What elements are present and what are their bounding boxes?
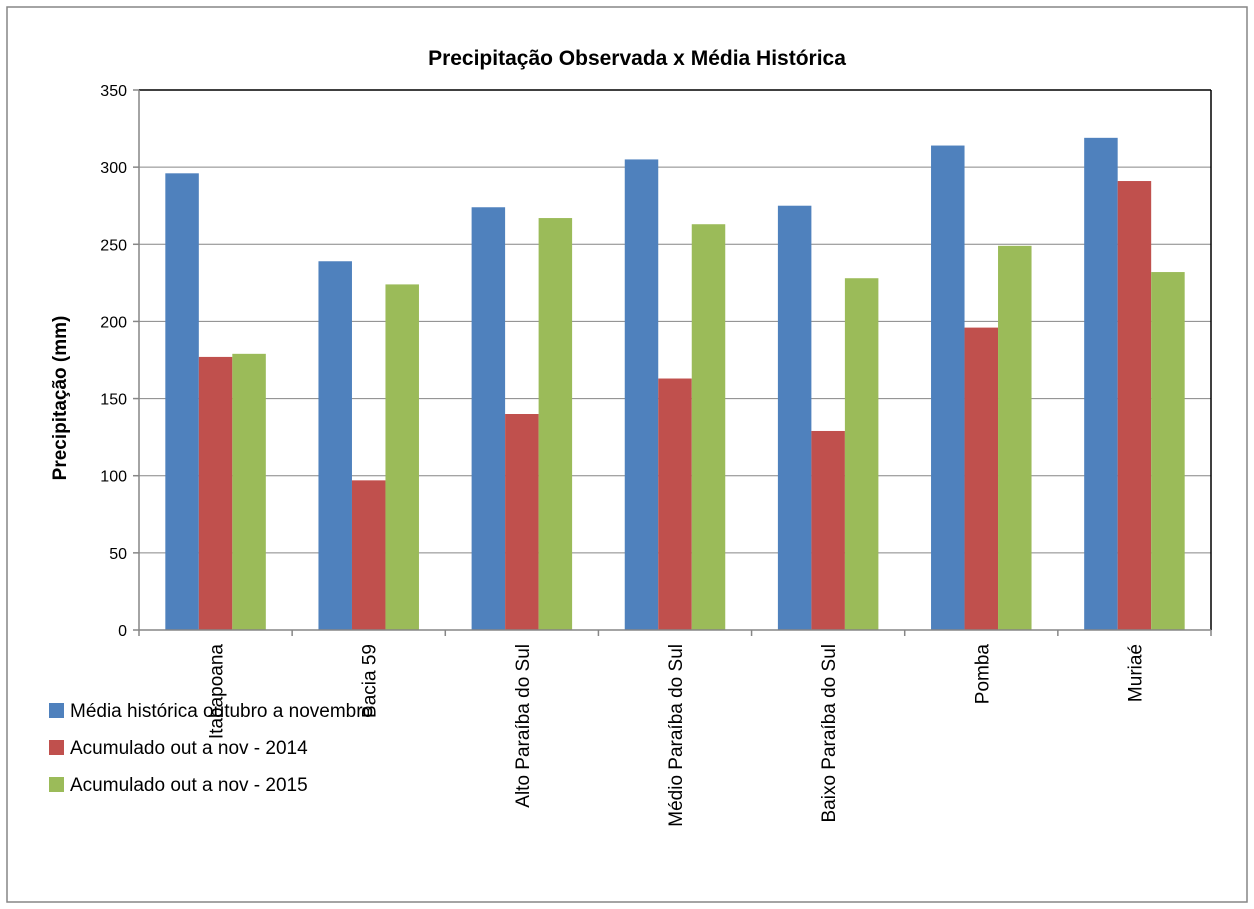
bar xyxy=(624,159,659,630)
bar xyxy=(538,218,573,631)
y-tick-label: 350 xyxy=(100,83,127,100)
y-tick-label: 300 xyxy=(100,160,127,177)
bar xyxy=(964,327,999,630)
bar xyxy=(691,224,726,630)
bar xyxy=(351,480,386,630)
legend-label: Média histórica outubro a novembro xyxy=(70,701,373,722)
legend-swatch xyxy=(49,777,64,792)
bar xyxy=(931,145,965,631)
legend-label: Acumulado out a nov - 2014 xyxy=(70,738,308,759)
y-tick-labels: 0 50 100 150 200 250 300 350 xyxy=(100,83,127,640)
x-tick-labels: Itabapoana Bacia 59 Alto Paraíba do Sul Méd… xyxy=(207,644,1147,827)
bar xyxy=(385,284,419,630)
legend-swatch xyxy=(49,703,64,718)
bar xyxy=(198,356,233,630)
y-tick-label: 250 xyxy=(100,237,127,254)
axes xyxy=(138,89,1212,636)
y-tick-label: 150 xyxy=(100,392,127,409)
y-tick-label: 50 xyxy=(109,546,127,563)
bar xyxy=(998,245,1032,631)
bar xyxy=(505,414,539,630)
y-tick-label: 0 xyxy=(118,623,127,640)
x-tick-label: Pomba xyxy=(972,644,993,705)
bar xyxy=(844,278,879,630)
bar xyxy=(232,353,266,630)
y-tick-label: 200 xyxy=(100,314,127,331)
bar xyxy=(318,261,352,630)
x-tick-label: Alto Paraíba do Sul xyxy=(513,644,534,808)
bar xyxy=(165,173,199,631)
bar xyxy=(777,205,812,630)
legend-swatch xyxy=(49,740,64,755)
y-tick-label: 100 xyxy=(100,469,127,486)
legend-label: Acumulado out a nov - 2015 xyxy=(70,775,308,796)
legend: Média histórica outubro a novembro Acumul… xyxy=(49,701,373,796)
x-tick-label: Baixo Paraíba do Sul xyxy=(819,644,840,823)
chart-title: Precipitação Observada x Média Histórica xyxy=(428,47,846,70)
bar xyxy=(811,430,845,630)
bar xyxy=(1151,272,1185,630)
bar xyxy=(1084,137,1118,631)
x-tick-label: Bacia 59 xyxy=(360,644,381,718)
x-tick-label: Itabapoana xyxy=(207,644,228,740)
bar xyxy=(1117,181,1152,630)
bar xyxy=(471,207,506,630)
y-axis-label: Precipitação (mm) xyxy=(50,316,71,481)
bar xyxy=(658,378,692,630)
x-tick-label: Muriaé xyxy=(1125,644,1146,702)
x-tick-label: Médio Paraíba do Sul xyxy=(666,644,687,827)
bars xyxy=(165,137,1185,631)
